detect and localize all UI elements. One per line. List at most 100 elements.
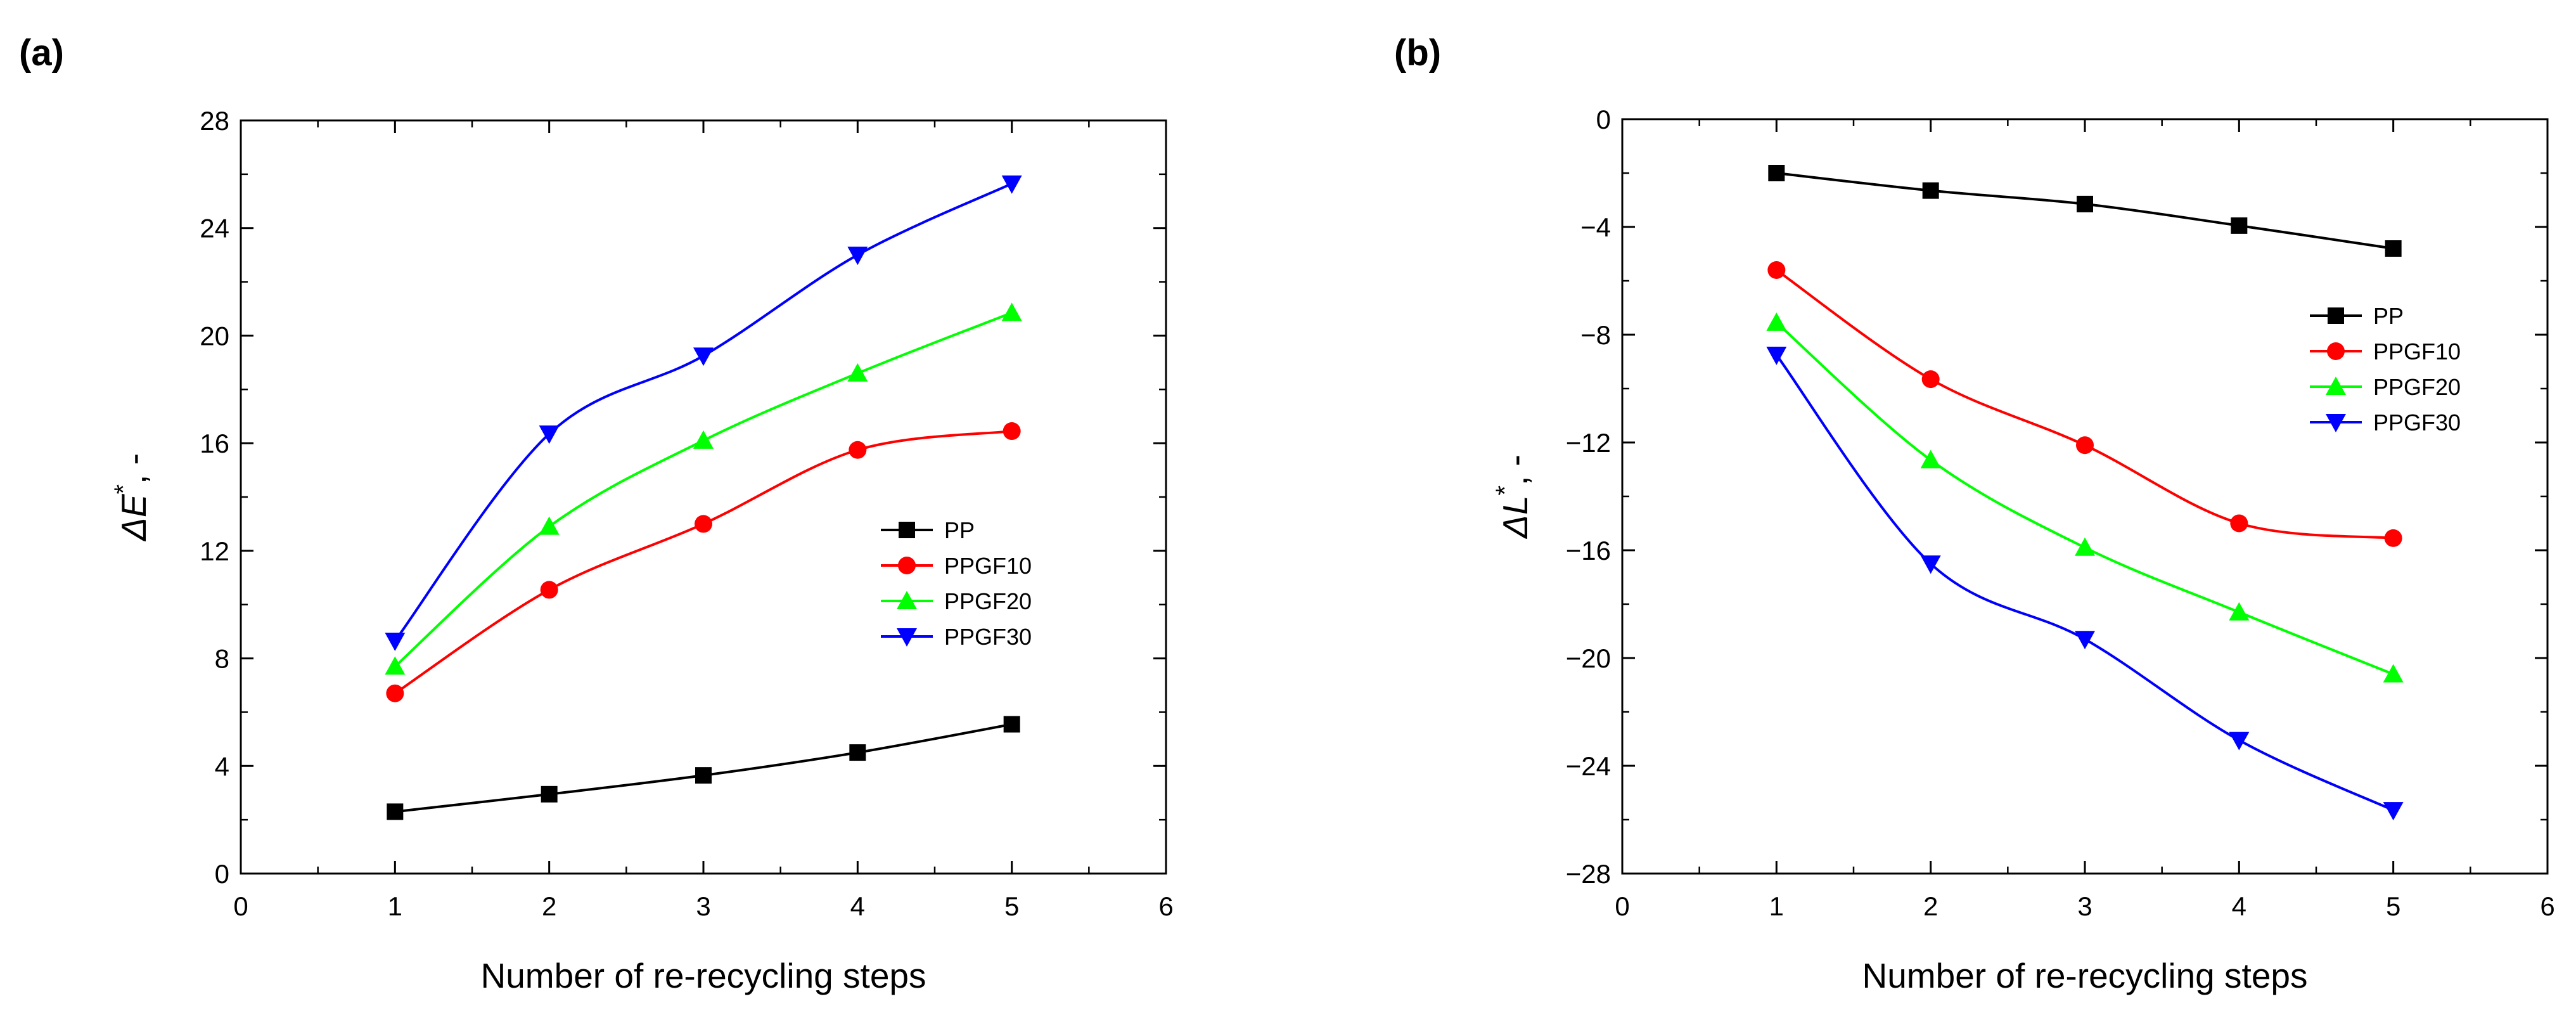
data-point (2385, 240, 2402, 257)
data-point (2384, 529, 2402, 547)
data-point (540, 581, 558, 599)
legend-label: PPGF10 (2373, 339, 2461, 365)
data-point (385, 656, 406, 675)
series-line (1775, 354, 2394, 811)
data-point (2076, 436, 2094, 455)
y-tick-label: 0 (1596, 105, 1611, 134)
y-axis-symbol: ΔL (1496, 495, 1535, 539)
data-point (2075, 631, 2095, 650)
y-tick-label: 28 (200, 106, 229, 136)
legend-item-ppgf20: PPGF20 (881, 588, 1032, 614)
data-point (2229, 732, 2250, 751)
y-tick-label: −4 (1580, 212, 1611, 242)
data-point (695, 515, 712, 533)
x-tick-label: 5 (1004, 891, 1019, 921)
data-point (1001, 175, 1022, 194)
series-ppgf30 (385, 175, 1022, 651)
x-tick-label: 0 (1615, 891, 1629, 921)
legend-item-ppgf30: PPGF30 (2310, 410, 2461, 436)
y-tick-label: 4 (215, 751, 229, 781)
y-tick-label: −28 (1566, 859, 1611, 889)
data-point (849, 441, 867, 459)
series-ppgf10 (1767, 261, 2402, 547)
y-axis-title: ΔL*, - (1491, 455, 1535, 539)
y-tick-label: 12 (200, 536, 229, 566)
legend-label: PPGF10 (944, 553, 1032, 579)
y-tick-label: 8 (215, 644, 229, 674)
y-tick-label: 20 (200, 321, 229, 351)
data-point (541, 785, 558, 803)
y-axis-suffix: , - (1496, 455, 1535, 486)
plot-frame (1621, 118, 2549, 875)
data-point (539, 516, 560, 535)
x-axis-title: Number of re-recycling steps (480, 956, 926, 995)
data-point (1003, 422, 1021, 441)
legend-label: PP (944, 517, 975, 543)
legend-item-ppgf20: PPGF20 (2310, 374, 2461, 400)
data-point (1920, 449, 1941, 468)
legend-marker (897, 591, 917, 609)
data-point (2230, 514, 2248, 533)
data-point (695, 767, 712, 784)
data-point (1001, 302, 1022, 321)
x-tick-label: 5 (2386, 891, 2400, 921)
y-axis-title: ΔE*, - (110, 453, 153, 542)
x-tick-label: 6 (2540, 891, 2554, 921)
legend-label: PPGF30 (2373, 410, 2461, 436)
y-tick-label: 16 (200, 429, 229, 458)
series-ppgf30 (1766, 346, 2404, 821)
data-point (1766, 346, 1787, 365)
panel-label: (b) (1394, 32, 1441, 74)
legend-item-ppgf30: PPGF30 (881, 624, 1032, 650)
data-point (693, 347, 714, 366)
data-point (2383, 664, 2404, 683)
y-tick-label: −8 (1580, 320, 1611, 350)
data-point (1766, 312, 1787, 331)
series-line (1775, 321, 2394, 676)
series-pp (387, 716, 1020, 820)
series-line (394, 430, 1012, 695)
series-line (394, 182, 1013, 642)
x-axis-title: Number of re-recycling steps (1862, 956, 2307, 995)
legend-label: PPGF30 (944, 624, 1032, 650)
data-point (1767, 261, 1786, 279)
legend-item-pp: PP (2310, 303, 2404, 329)
legend-label: PPGF20 (2373, 374, 2461, 400)
x-tick-label: 3 (696, 891, 710, 921)
x-tick-label: 3 (2077, 891, 2092, 921)
series-pp (1768, 165, 2402, 257)
data-point (1003, 716, 1020, 733)
panel-label: (a) (19, 32, 64, 74)
legend-label: PPGF20 (944, 588, 1032, 614)
series-ppgf20 (385, 302, 1022, 675)
data-point (385, 632, 406, 651)
legend-item-ppgf10: PPGF10 (881, 553, 1032, 579)
data-point (2383, 802, 2404, 821)
data-point (2229, 602, 2250, 621)
x-tick-label: 6 (1158, 891, 1173, 921)
x-tick-label: 1 (388, 891, 402, 921)
y-tick-label: −16 (1566, 536, 1611, 565)
series-line (1776, 269, 2393, 539)
data-point (1922, 182, 1939, 199)
data-point (1920, 555, 1941, 574)
plot-frame (240, 119, 1167, 875)
data-point (1921, 370, 1940, 389)
legend-marker (899, 522, 915, 538)
data-point (2075, 537, 2095, 556)
data-point (849, 744, 866, 761)
x-tick-label: 4 (2232, 891, 2246, 921)
data-point (539, 425, 560, 444)
legend-marker (2328, 307, 2344, 324)
data-point (847, 247, 868, 266)
data-point (386, 684, 404, 702)
x-tick-label: 2 (542, 891, 556, 921)
x-tick-label: 1 (1769, 891, 1784, 921)
y-tick-label: −20 (1566, 643, 1611, 673)
data-point (387, 803, 404, 820)
y-tick-label: −24 (1566, 751, 1611, 781)
legend-marker (2326, 414, 2346, 432)
legend-marker (898, 557, 916, 574)
